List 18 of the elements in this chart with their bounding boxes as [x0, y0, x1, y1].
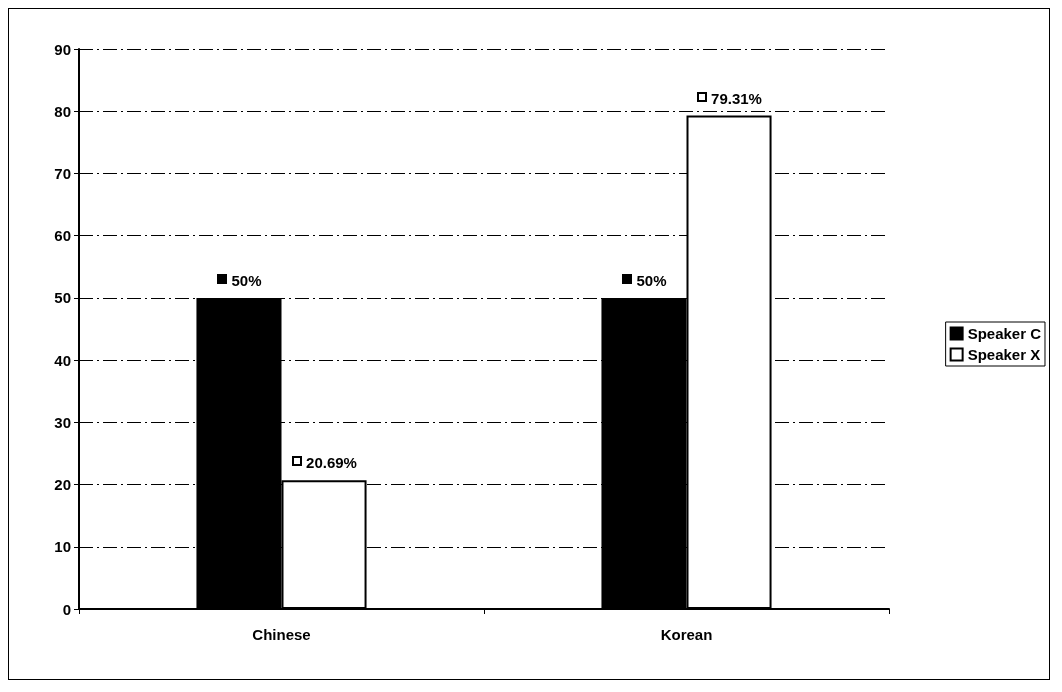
data-label: 50%	[636, 271, 667, 289]
data-label: 50%	[231, 271, 262, 289]
y-tick-label: 40	[54, 351, 71, 369]
data-label: 20.69%	[306, 454, 357, 472]
y-tick-label: 10	[54, 538, 71, 556]
y-tick-label: 30	[54, 413, 71, 431]
x-tick-label: Chinese	[252, 626, 311, 643]
y-tick-label: 60	[54, 227, 71, 245]
legend-label: Speaker C	[967, 325, 1042, 342]
legend-label: Speaker X	[967, 346, 1041, 363]
y-tick-label: 70	[54, 164, 71, 182]
y-tick-label: 90	[54, 40, 71, 58]
y-tick-label: 80	[54, 102, 71, 120]
y-tick-label: 50	[54, 289, 71, 307]
data-label: 79.31%	[711, 89, 762, 107]
y-tick-label: 0	[62, 600, 71, 618]
x-tick-label: Korean	[660, 626, 713, 643]
y-tick-label: 20	[54, 476, 71, 494]
